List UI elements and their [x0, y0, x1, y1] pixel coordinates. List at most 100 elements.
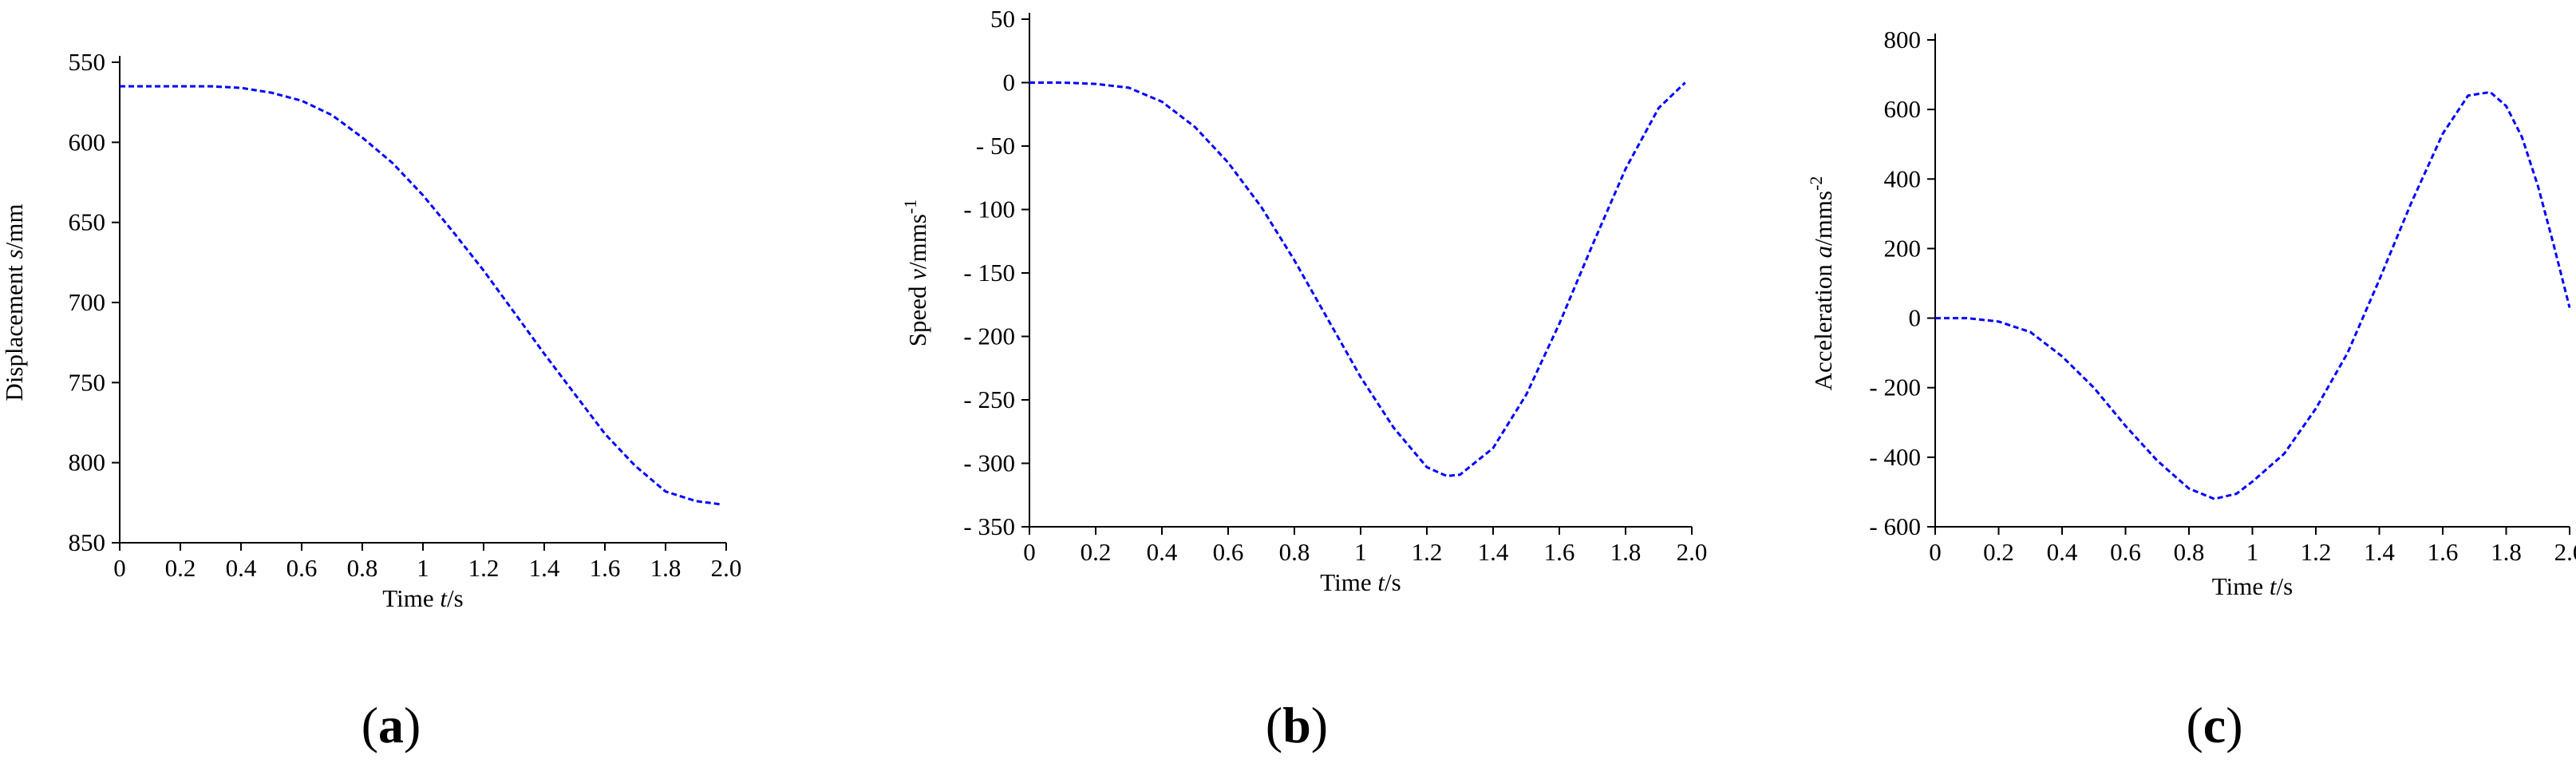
y-tick-label: 700 [69, 288, 106, 316]
y-tick-label: - 200 [1869, 374, 1921, 401]
x-tick-label: 1 [1354, 538, 1367, 566]
x-axis-title: Time t/s [382, 584, 463, 612]
y-tick-label: 800 [69, 449, 106, 476]
x-axis-title-prefix: Time [2212, 572, 2270, 600]
panel-label: (c) [2186, 697, 2242, 753]
x-tick-label: 0.4 [226, 554, 257, 582]
y-tick-label: 0 [1003, 69, 1016, 97]
x-tick-label: 1.2 [2301, 538, 2332, 566]
x-tick-label: 0 [1023, 538, 1036, 566]
y-axis-title: Speed v/mms-1 [900, 200, 931, 347]
y-axis-title-var: a [1809, 246, 1837, 259]
x-tick-label: 0.4 [2047, 538, 2078, 566]
y-tick-label: 550 [69, 48, 106, 76]
x-axis-title-suffix: /s [1385, 568, 1401, 596]
y-tick-label: - 300 [963, 449, 1015, 477]
x-axis-title-prefix: Time [382, 584, 440, 612]
x-tick-label: 0.6 [1213, 538, 1244, 566]
y-tick-label: 600 [69, 128, 106, 156]
y-axis-title-prefix: Displacement [0, 259, 28, 401]
panel-label-letter: a [378, 697, 404, 753]
y-axis-title-suffix: /mm [0, 204, 28, 249]
x-tick-label: 1.2 [1412, 538, 1443, 566]
y-tick-label: - 600 [1869, 512, 1921, 540]
y-tick-label: - 250 [963, 386, 1015, 413]
series-line [120, 85, 721, 506]
y-tick-label: 600 [1884, 95, 1922, 123]
x-tick-label: 0.2 [165, 554, 196, 582]
x-axis-title-suffix: /s [447, 584, 464, 612]
x-axis-title-var: t [440, 584, 448, 612]
y-axis-title-suffix: /mms [1809, 191, 1837, 246]
y-tick-label: - 150 [963, 259, 1015, 287]
y-tick-label: 650 [69, 208, 106, 236]
y-axis-title-prefix: Acceleration [1809, 258, 1837, 390]
y-axis-title: Displacement s/mm [0, 204, 28, 401]
x-axis-title: Time t/s [1320, 568, 1401, 596]
y-axis-title-suffix: /mms [903, 214, 931, 269]
x-tick-label: 1.4 [529, 554, 560, 582]
x-tick-label: 0.6 [2110, 538, 2141, 566]
x-tick-label: 1.6 [590, 554, 621, 582]
chart-panel-b: 50 0 - 50 - 100 - 150 - 200 - 250 - 300 - 350 0 0.… [900, 5, 1707, 753]
x-axis-title: Time t/s [2212, 572, 2293, 600]
y-axis-title-var: v [903, 269, 931, 280]
x-tick-label: 0 [113, 554, 126, 582]
x-tick-label: 0.6 [286, 554, 318, 582]
panel-label-letter: b [1282, 697, 1311, 753]
x-tick-label: 2.0 [1677, 538, 1708, 566]
x-axis-title-var: t [1377, 568, 1385, 596]
y-axis-title-var: s [0, 249, 28, 259]
x-tick-label: 2.0 [711, 554, 742, 582]
series-line [1029, 81, 1686, 477]
y-tick-label: - 200 [963, 322, 1015, 350]
y-axis-title-superscript: -2 [1806, 176, 1826, 191]
panel-label-close-paren: ) [1311, 697, 1328, 753]
x-tick-label: 1.6 [2428, 538, 2459, 566]
panel-label-open-paren: ( [1266, 697, 1282, 753]
y-tick-label: - 50 [976, 132, 1015, 160]
x-tick-label: 1.8 [650, 554, 682, 582]
panel-label-close-paren: ) [2226, 697, 2242, 753]
panel-label: (b) [1266, 697, 1328, 753]
x-tick-label: 1 [417, 554, 429, 582]
x-tick-label: 0.8 [2174, 538, 2205, 566]
x-axis-title-prefix: Time [1320, 568, 1377, 596]
x-tick-label: 1.4 [1478, 538, 1509, 566]
x-tick-label: 1.8 [1610, 538, 1642, 566]
panel-label-open-paren: ( [362, 697, 378, 753]
x-tick-label: 0.8 [347, 554, 378, 582]
y-axis-title: Acceleration a/mms-2 [1806, 176, 1837, 391]
y-tick-label: 200 [1884, 234, 1922, 262]
panel-label-open-paren: ( [2186, 697, 2203, 753]
panel-label: (a) [362, 697, 421, 753]
y-axis-title-prefix: Speed [903, 280, 931, 347]
x-axis-title-suffix: /s [2277, 572, 2294, 600]
x-tick-label: 1.4 [2364, 538, 2395, 566]
x-tick-label: 1 [2246, 538, 2259, 566]
series-line [1935, 90, 2571, 500]
x-tick-label: 1.2 [468, 554, 500, 582]
panel-label-letter: c [2203, 697, 2226, 753]
y-tick-label: - 400 [1869, 443, 1921, 471]
panel-label-close-paren: ) [404, 697, 421, 753]
x-tick-label: 0 [1929, 538, 1942, 566]
y-tick-label: - 100 [963, 196, 1015, 223]
y-tick-label: 400 [1884, 164, 1922, 192]
x-axis-title-var: t [2270, 572, 2278, 600]
x-tick-label: 1.6 [1544, 538, 1575, 566]
y-tick-label: 800 [1884, 26, 1922, 53]
x-tick-label: 0.2 [1983, 538, 2014, 566]
chart-panel-c: 800 600 400 200 0 - 200 - 400 - 600 0 0.2 0.4 0.6 0.… [1806, 26, 2576, 753]
x-tick-label: 1.8 [2491, 538, 2522, 566]
y-tick-label: 850 [69, 528, 106, 556]
y-tick-label: - 350 [963, 512, 1015, 540]
y-tick-label: 750 [69, 368, 106, 396]
x-tick-label: 2.0 [2554, 538, 2576, 566]
x-tick-label: 0.4 [1147, 538, 1178, 566]
y-axis-title-superscript: -1 [900, 200, 920, 214]
x-tick-label: 0.2 [1081, 538, 1112, 566]
y-tick-label: 0 [1909, 304, 1922, 332]
